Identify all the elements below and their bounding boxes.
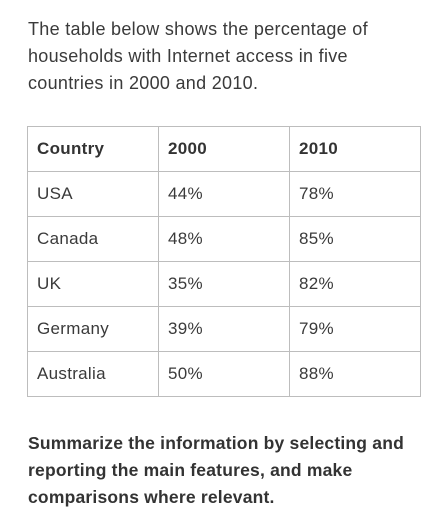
country-cell: UK xyxy=(27,261,159,307)
value-2010-cell: 78% xyxy=(289,171,421,217)
country-cell: Australia xyxy=(27,351,159,397)
column-header-2000: 2000 xyxy=(158,126,290,172)
value-2000-cell: 35% xyxy=(158,261,290,307)
table-header-row: Country 2000 2010 xyxy=(27,126,421,172)
value-2010-cell: 79% xyxy=(289,306,421,352)
table-row: UK 35% 82% xyxy=(27,261,421,307)
column-header-country: Country xyxy=(27,126,159,172)
value-2000-cell: 39% xyxy=(158,306,290,352)
table-row: Germany 39% 79% xyxy=(27,306,421,352)
table-row: Canada 48% 85% xyxy=(27,216,421,262)
country-cell: Canada xyxy=(27,216,159,262)
value-2000-cell: 50% xyxy=(158,351,290,397)
table-row: USA 44% 78% xyxy=(27,171,421,217)
intro-text: The table below shows the percentage of … xyxy=(28,19,368,93)
value-2010-cell: 85% xyxy=(289,216,421,262)
value-2000-cell: 44% xyxy=(158,171,290,217)
table-row: Australia 50% 88% xyxy=(27,351,421,397)
country-cell: Germany xyxy=(27,306,159,352)
task-prompt: Summarize the information by selecting a… xyxy=(28,433,404,507)
column-header-2010: 2010 xyxy=(289,126,421,172)
value-2010-cell: 82% xyxy=(289,261,421,307)
country-cell: USA xyxy=(27,171,159,217)
value-2000-cell: 48% xyxy=(158,216,290,262)
value-2010-cell: 88% xyxy=(289,351,421,397)
data-table: Country 2000 2010 USA 44% 78% Canada 48%… xyxy=(27,126,421,397)
